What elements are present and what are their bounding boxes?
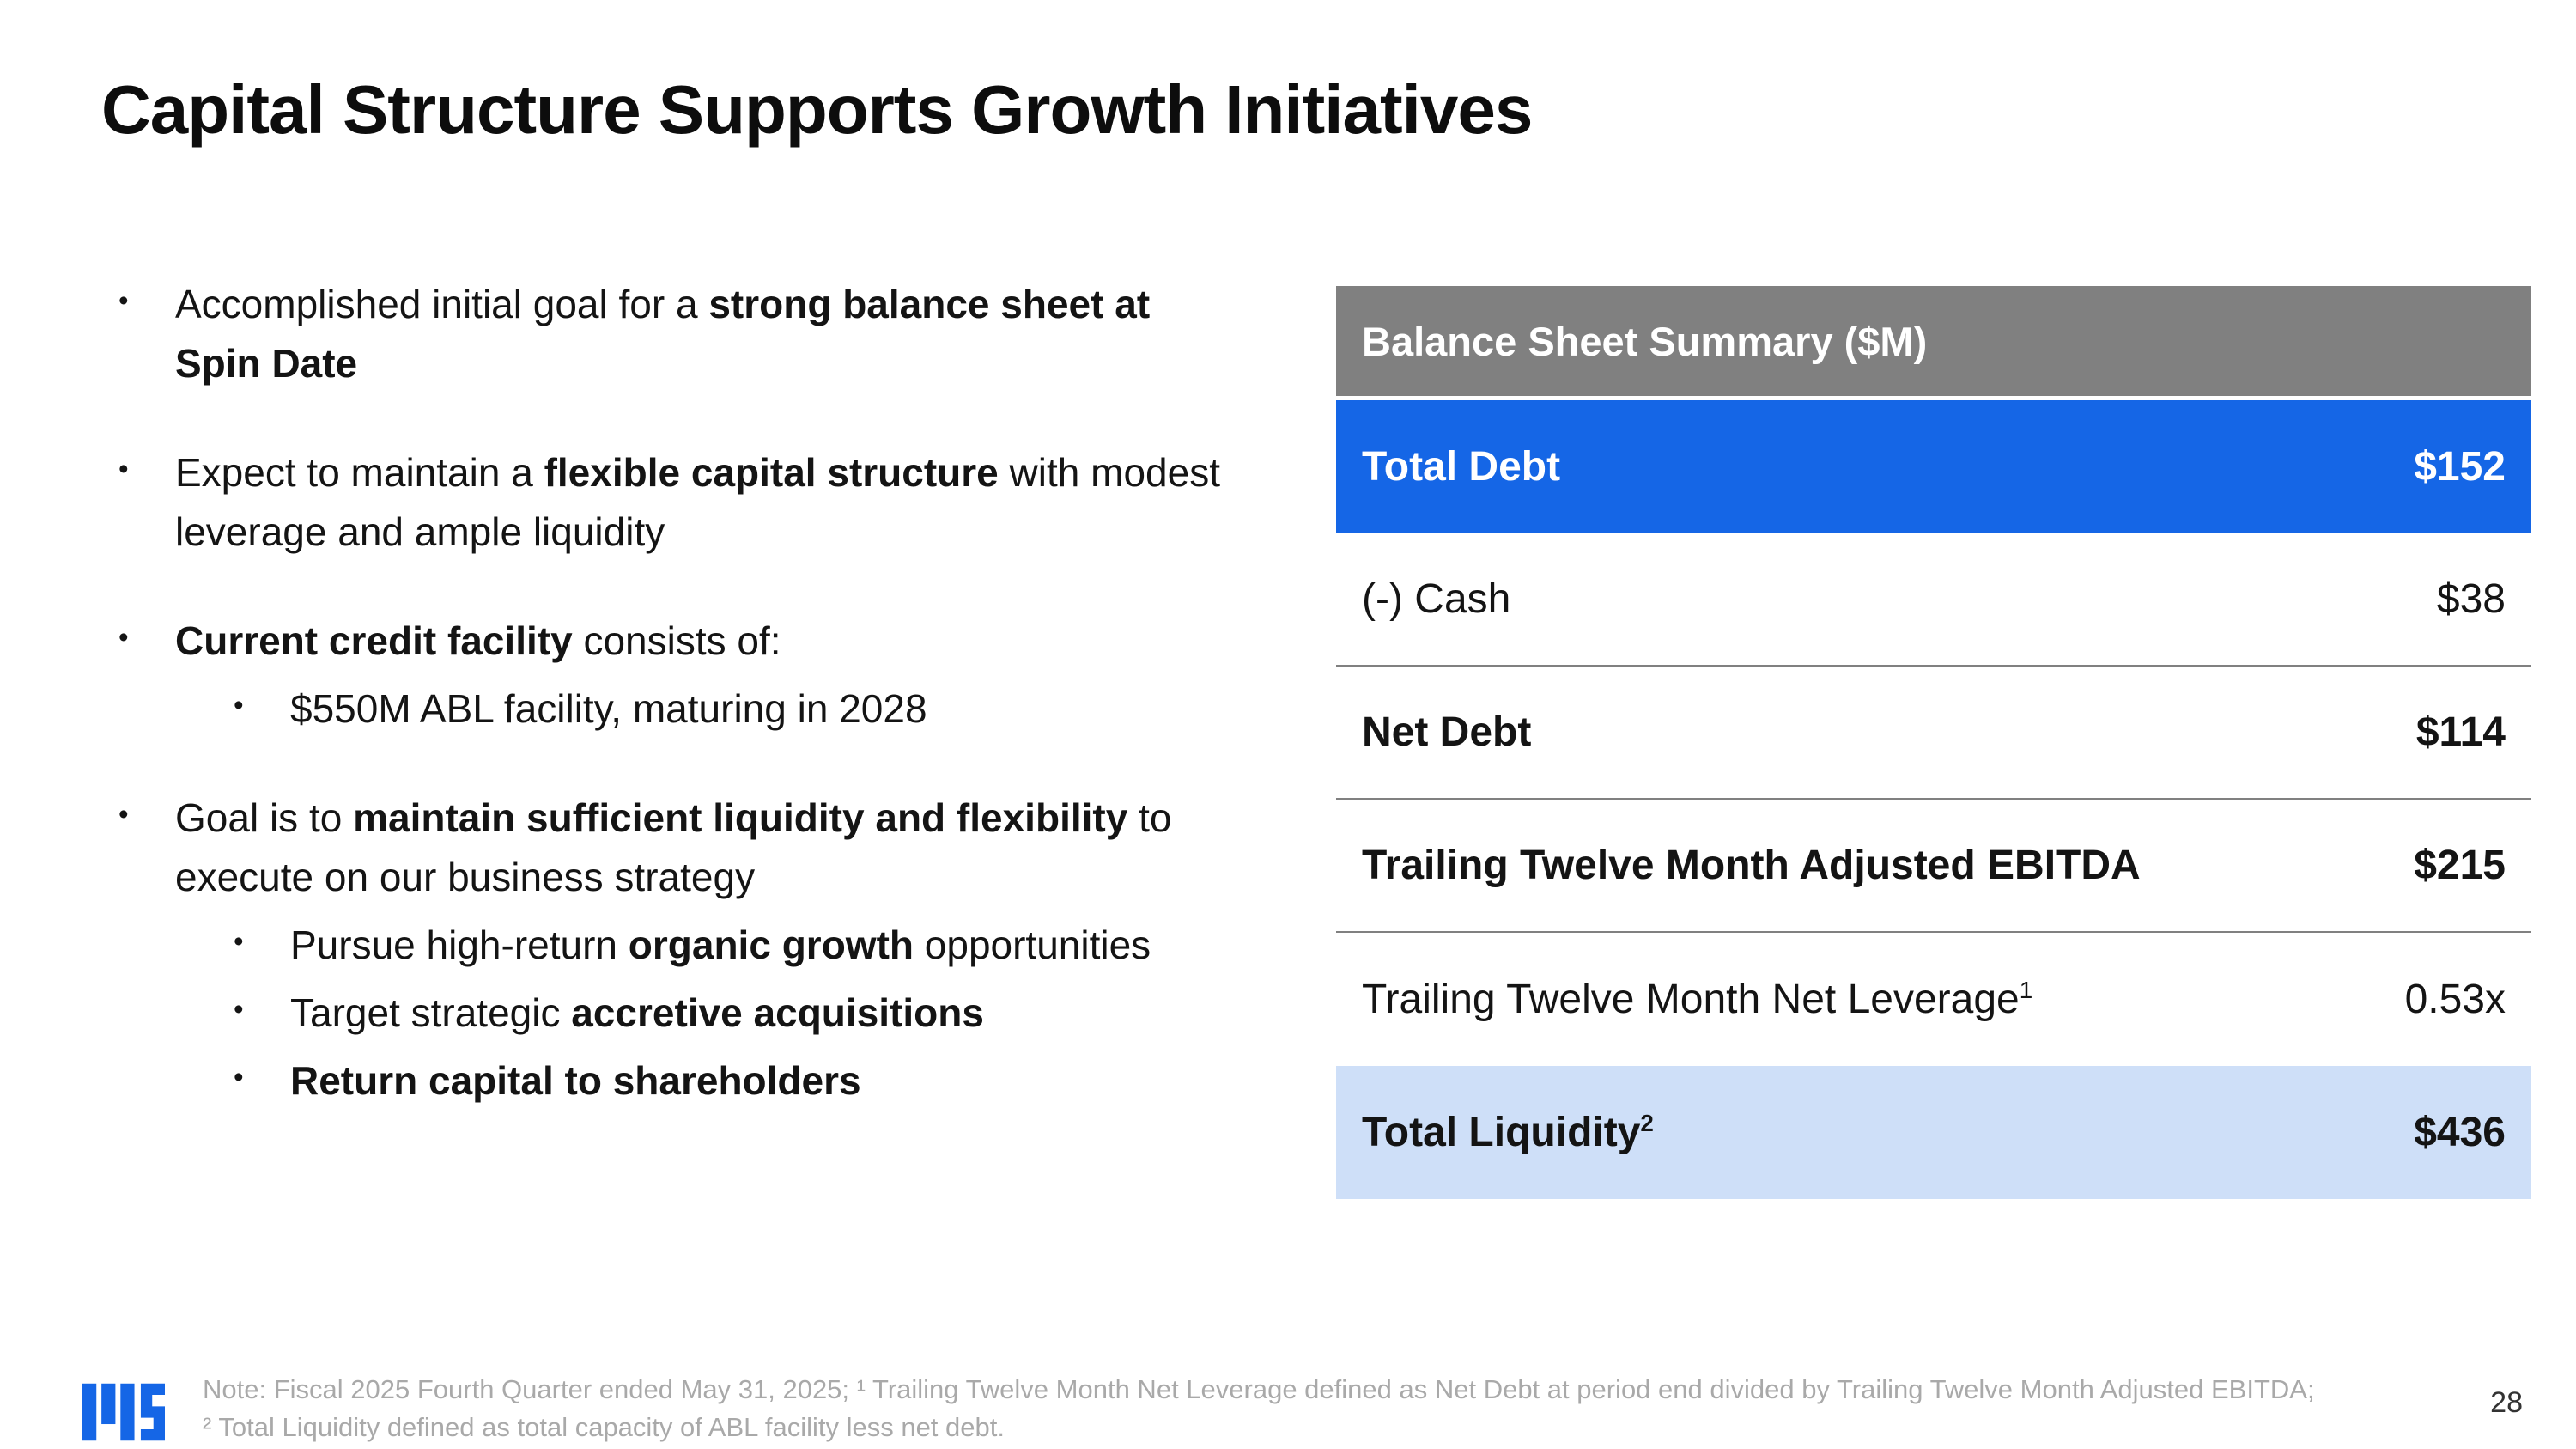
table-row: Total Debt $152 [1336,400,2531,533]
table-row: Net Debt $114 [1336,667,2531,800]
row-value: 0.53x [2404,977,2506,1022]
page-number: 28 [2490,1386,2523,1419]
balance-sheet-table: Balance Sheet Summary ($M) Total Debt $15… [1336,286,2531,1199]
bullet-segment: consists of: [572,618,781,663]
bullet-text: $550M ABL facility, maturing in 2028 [290,679,1226,739]
bullet-text: Return capital to shareholders [290,1051,1226,1111]
table-row: Trailing Twelve Month Net Leverage1 0.53x [1336,933,2531,1066]
row-label: Total Debt [1362,444,1561,490]
table-body: Total Debt $152 (-) Cash $38 Net Debt $114 Tra… [1336,400,2531,1199]
bullet-marker: • [234,926,244,958]
bullet-marker: • [234,994,244,1026]
sub-bullet-item: • $550M ABL facility, maturing in 2028 [234,679,1226,739]
bullet-segment: with modest leverage and ample liquidity [175,450,1220,554]
footnote-line-1: Note: Fiscal 2025 Fourth Quarter ended M… [203,1374,2315,1404]
row-value: $215 [2414,843,2506,888]
footnote: Note: Fiscal 2025 Fourth Quarter ended M… [203,1371,2401,1446]
footnote-line-2: ² Total Liquidity defined as total capac… [203,1412,1005,1443]
row-label: Net Debt [1362,709,1532,755]
row-value: $114 [2415,709,2506,755]
bullet-segment: strong balance sheet at Spin Date [175,282,1151,386]
bullet-text: Current credit facility consists of: [175,612,1226,671]
bullet-text: Pursue high-return organic growth opport… [290,916,1226,975]
bullet-text: Accomplished initial goal for a strong b… [175,275,1226,393]
slide-title: Capital Structure Supports Growth Initia… [101,71,1533,148]
table-header: Balance Sheet Summary ($M) [1336,286,2531,396]
row-label: Trailing Twelve Month Net Leverage1 [1362,977,2033,1022]
bullet-item: • Accomplished initial goal for a strong … [118,275,1226,393]
bullet-segment: Expect to maintain a [175,450,544,495]
bullet-marker: • [118,285,129,317]
bullet-marker: • [234,1062,244,1093]
ws-logo [82,1379,165,1445]
bullet-segment: Goal is to [175,795,354,840]
bullet-text: Expect to maintain a flexible capital st… [175,443,1226,562]
sub-bullet-item: • Pursue high-return organic growth oppor… [234,916,1226,975]
bullet-marker: • [118,622,129,654]
bullet-text: Target strategic accretive acquisitions [290,983,1226,1043]
bullet-segment: to execute on our business strategy [175,795,1172,899]
bullet-segment: Return capital to shareholders [290,1058,861,1103]
bullet-item: • Expect to maintain a flexible capital s… [118,443,1226,562]
bullet-segment: flexible capital structure [544,450,999,495]
row-label: Trailing Twelve Month Adjusted EBITDA [1362,843,2141,888]
bullet-segment: Current credit facility [175,618,573,663]
bullet-segment: Target strategic [290,990,572,1035]
bullet-item: • Current credit facility consists of: [118,612,1226,671]
row-label: Total Liquidity2 [1362,1110,1654,1155]
bullet-marker: • [118,454,129,485]
bullet-text: Goal is to maintain sufficient liquidity… [175,788,1226,907]
row-value: $152 [2414,444,2506,490]
table-row: (-) Cash $38 [1336,533,2531,667]
bullet-segment: accretive acquisitions [571,990,984,1035]
bullet-segment: organic growth [628,922,914,967]
sub-bullet-item: • Target strategic accretive acquisitions [234,983,1226,1043]
footnote-marker: 2 [1640,1110,1654,1136]
bullet-item: • Goal is to maintain sufficient liquidit… [118,788,1226,907]
row-value: $38 [2436,576,2506,622]
sub-bullet-item: • Return capital to shareholders [234,1051,1226,1111]
bullet-segment: $550M ABL facility, maturing in 2028 [290,686,927,731]
bullet-marker: • [118,799,129,831]
bullet-segment: Accomplished initial goal for a [175,282,709,326]
bullet-segment: opportunities [914,922,1151,967]
footnote-marker: 1 [2019,977,2033,1003]
row-value: $436 [2414,1110,2506,1155]
bullet-segment: maintain sufficient liquidity and flexib… [353,795,1128,840]
table-row: Total Liquidity2 $436 [1336,1066,2531,1199]
table-row: Trailing Twelve Month Adjusted EBITDA $21… [1336,800,2531,933]
row-label: (-) Cash [1362,576,1511,622]
bullet-list: • Accomplished initial goal for a strong … [118,275,1226,1111]
bullet-segment: Pursue high-return [290,922,629,967]
bullet-marker: • [234,690,244,721]
